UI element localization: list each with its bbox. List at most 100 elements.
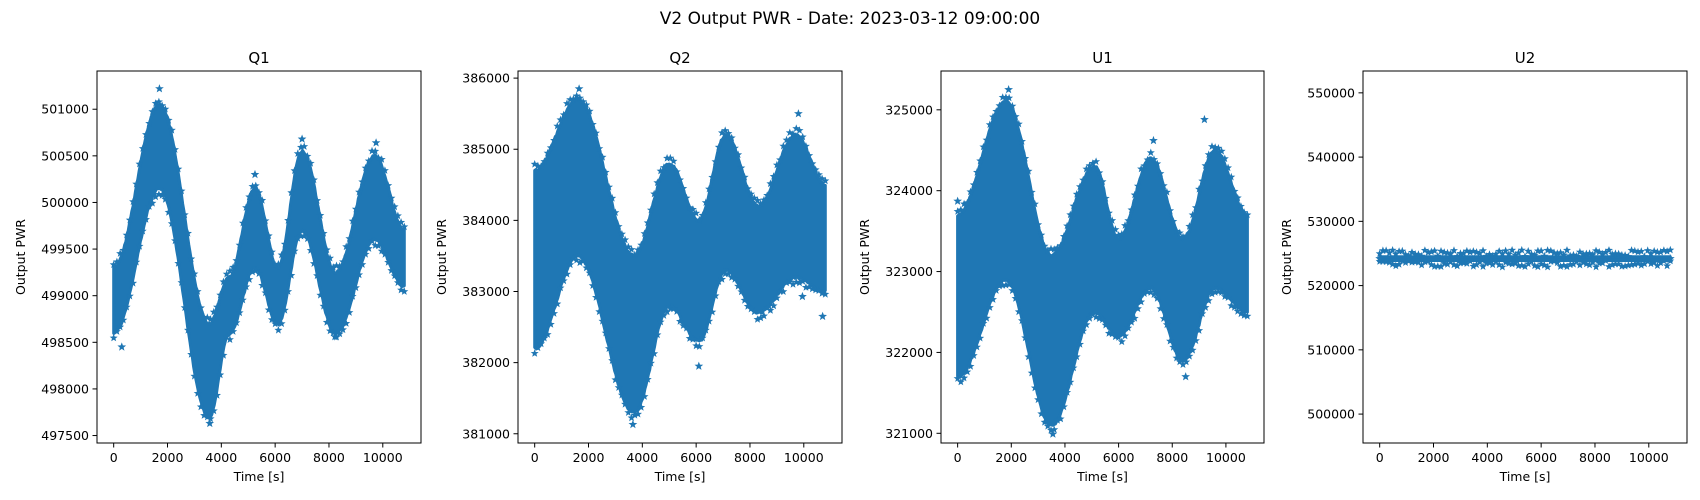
data-point	[264, 305, 273, 314]
data-point	[1088, 310, 1097, 318]
data-point	[1588, 250, 1597, 259]
data-point	[669, 304, 678, 313]
data-point	[1595, 248, 1604, 256]
data-point	[956, 205, 965, 214]
data-point	[740, 173, 749, 181]
data-points-q1	[109, 84, 409, 428]
data-point	[135, 159, 144, 168]
data-point	[989, 112, 997, 121]
data-point	[138, 226, 147, 235]
data-point	[1185, 352, 1194, 360]
data-band-q1	[112, 103, 406, 420]
data-point	[1095, 168, 1104, 177]
data-point	[818, 174, 827, 183]
data-point	[640, 392, 649, 400]
data-point	[559, 110, 568, 119]
data-point	[303, 152, 312, 160]
data-point	[1236, 202, 1245, 210]
x-tick-label: 10000	[1206, 450, 1246, 465]
data-point	[1491, 257, 1500, 265]
data-point-extreme	[798, 291, 807, 301]
data-point	[1640, 252, 1649, 260]
data-point	[1108, 216, 1117, 224]
data-point	[969, 351, 978, 359]
data-point	[154, 97, 163, 106]
data-point	[1005, 93, 1014, 102]
data-point	[1462, 259, 1471, 267]
data-point	[1611, 259, 1620, 268]
data-point	[805, 282, 814, 291]
data-point	[1640, 259, 1649, 268]
y-tick-label: 382000	[462, 355, 510, 370]
data-point	[1479, 246, 1487, 255]
data-point	[711, 291, 720, 300]
data-point	[601, 168, 610, 176]
data-point	[174, 164, 183, 173]
data-point	[1018, 137, 1026, 145]
data-point	[297, 143, 305, 151]
data-point	[335, 329, 344, 338]
data-point	[229, 327, 238, 335]
data-point	[798, 132, 807, 141]
data-point	[1420, 246, 1429, 254]
data-point	[1175, 228, 1184, 237]
x-tick-label: 4000	[1049, 450, 1081, 465]
data-point-extreme	[628, 419, 638, 429]
data-point-extreme	[297, 134, 307, 143]
data-point	[261, 216, 270, 225]
data-point	[1575, 247, 1584, 256]
data-point	[763, 191, 772, 199]
data-point	[1217, 147, 1226, 155]
data-point	[705, 184, 714, 193]
data-point	[643, 375, 652, 383]
data-point	[656, 166, 665, 175]
data-point	[1517, 261, 1526, 269]
data-point	[1414, 250, 1423, 258]
data-point	[1456, 249, 1465, 257]
data-point	[1646, 259, 1655, 268]
data-point	[1053, 243, 1062, 252]
data-point	[1382, 246, 1391, 254]
data-point	[303, 234, 312, 243]
y-tick-label: 499500	[41, 242, 89, 257]
data-point	[995, 281, 1004, 290]
data-point	[1401, 258, 1410, 266]
data-point	[1191, 336, 1200, 345]
data-point	[1450, 246, 1458, 254]
x-tick-label: 10000	[1629, 450, 1669, 465]
data-point	[1630, 246, 1639, 255]
data-point	[297, 231, 305, 240]
data-point	[1069, 363, 1078, 372]
data-point	[1388, 246, 1397, 254]
data-point	[695, 215, 704, 224]
data-point	[976, 333, 985, 342]
x-tick-label: 2000	[573, 450, 605, 465]
subplot-q2: 0 2000 4000 6000 8000 10000 381000 382000 383000…	[434, 49, 843, 484]
data-point	[1430, 246, 1439, 255]
data-point	[1485, 250, 1494, 258]
data-point	[1024, 352, 1033, 361]
data-point	[1027, 368, 1036, 377]
data-point	[326, 326, 334, 335]
data-point	[1204, 296, 1213, 304]
data-point	[125, 291, 134, 300]
data-point	[1663, 261, 1672, 270]
data-point	[364, 244, 373, 252]
data-point	[342, 319, 351, 327]
data-point	[1550, 257, 1559, 265]
data-point	[1656, 247, 1665, 256]
x-tick-label: 6000	[1103, 450, 1135, 465]
data-point	[125, 215, 134, 224]
data-point-extreme	[1048, 429, 1058, 438]
data-point	[1495, 260, 1504, 269]
data-point	[1072, 352, 1081, 361]
data-point	[1001, 280, 1010, 289]
data-point	[1553, 249, 1562, 257]
data-point	[109, 333, 118, 342]
x-tick-label: 4000	[1471, 450, 1503, 465]
data-point	[1450, 260, 1458, 269]
y-axis-label: Output PWR	[1279, 219, 1294, 295]
data-point	[1443, 260, 1452, 268]
data-point	[1108, 329, 1117, 338]
y-tick-label: 325000	[885, 102, 933, 117]
